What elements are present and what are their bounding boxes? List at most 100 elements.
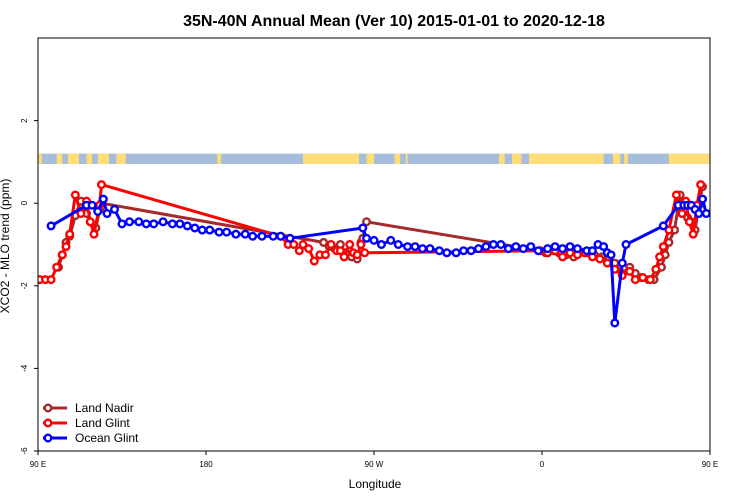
land-glint-point — [602, 258, 612, 268]
ocean-glint-point — [167, 219, 177, 229]
x-tick-label: 90 W — [365, 460, 384, 469]
land-glint-point — [664, 225, 674, 235]
ocean-glint-point — [182, 221, 192, 231]
land-segment — [528, 153, 604, 164]
land-segment — [217, 153, 221, 164]
land-segment — [512, 153, 522, 164]
ocean-glint-point — [466, 246, 476, 256]
land-glint-point — [52, 262, 62, 272]
ocean-glint-point — [376, 239, 386, 249]
ocean-glint-point — [110, 204, 120, 214]
land-glint-point — [57, 250, 67, 260]
x-tick-label: 180 — [199, 460, 213, 469]
ocean-glint-point — [658, 221, 668, 231]
ocean-glint-point — [459, 246, 469, 256]
land-glint-point — [630, 275, 640, 285]
land-glint-point — [677, 209, 687, 219]
land-nadir-point — [362, 217, 372, 227]
x-axis-label: Longitude — [349, 477, 402, 491]
ocean-glint-point — [369, 235, 379, 245]
ocean-glint-point — [735, 218, 742, 225]
land-glint-point — [339, 252, 349, 262]
legend-label-ocean-glint: Ocean Glint — [75, 431, 139, 445]
ocean-glint-point — [149, 219, 159, 229]
ocean-glint-point — [727, 218, 734, 225]
land-glint-point — [658, 242, 668, 252]
ocean-glint-point — [701, 209, 710, 219]
land-segment — [612, 153, 621, 164]
y-axis: -6 -4 -2 0 2 — [20, 118, 38, 455]
ocean-glint-point — [694, 209, 704, 219]
land-glint-point — [304, 244, 314, 254]
land-segment — [56, 153, 63, 164]
land-glint-point — [326, 239, 336, 249]
ocean-glint-point — [141, 219, 151, 229]
land-glint-point — [651, 264, 661, 274]
land-glint-point — [309, 256, 319, 266]
ocean-glint-point — [488, 239, 498, 249]
ocean-glint-point — [481, 242, 491, 252]
land-glint-point — [696, 180, 706, 190]
land-glint-point — [294, 246, 304, 256]
x-tick-label: 0 — [540, 460, 545, 469]
ocean-glint-point — [205, 225, 215, 235]
x-tick-label: 90 E — [702, 460, 718, 469]
ocean-glint-point — [46, 221, 56, 231]
land-segment — [668, 153, 710, 164]
ocean-glint-point — [393, 239, 403, 249]
ocean-glint-point — [526, 242, 536, 252]
legend-label-land-glint: Land Glint — [75, 416, 130, 430]
land-glint-point — [688, 229, 698, 239]
x-tick-label: 90 E — [30, 460, 46, 469]
ocean-glint-point — [214, 227, 224, 237]
ocean-glint-point — [451, 248, 461, 258]
land-glint-point — [671, 190, 681, 200]
ocean-glint-point — [240, 229, 250, 239]
ocean-glint-point — [610, 318, 620, 328]
land-glint-point — [638, 273, 648, 283]
ocean-glint-point — [599, 242, 609, 252]
y-axis-label: XCO2 - MLO trend (ppm) — [0, 179, 12, 314]
land-glint-point — [89, 229, 99, 239]
land-segment — [38, 153, 42, 164]
ocean-glint-point — [550, 242, 560, 252]
ocean-glint-point — [442, 248, 452, 258]
land-glint-point — [289, 239, 299, 249]
ocean-glint-point — [248, 231, 258, 241]
legend-marker-land-glint — [43, 418, 53, 428]
land-segment — [624, 153, 628, 164]
series-layer — [38, 180, 742, 328]
land-glint-point — [61, 242, 71, 252]
land-ocean-strip — [38, 153, 710, 164]
ocean-glint-point — [190, 223, 200, 233]
land-glint-point — [70, 190, 80, 200]
ocean-glint-point — [587, 246, 597, 256]
land-glint-point — [655, 252, 665, 262]
land-glint-point — [645, 275, 655, 285]
land-segment — [97, 153, 109, 164]
land-glint-point — [320, 250, 330, 260]
ocean-glint-point — [425, 244, 435, 254]
ocean-glint-point — [572, 244, 582, 254]
ocean-glint-point — [362, 233, 372, 243]
ocean-glint-line — [50, 197, 710, 325]
y-tick-label: -6 — [20, 447, 29, 455]
ocean-glint-point — [93, 206, 103, 216]
ocean-glint-point — [276, 231, 286, 241]
ocean-glint-point — [175, 219, 185, 229]
ocean-glint-point — [503, 244, 513, 254]
ocean-glint-point — [518, 244, 528, 254]
land-segment — [116, 153, 126, 164]
land-segment — [366, 153, 374, 164]
ocean-glint-point — [474, 244, 484, 254]
ocean-glint-point — [617, 258, 627, 268]
ocean-glint-point — [158, 217, 168, 227]
ocean-glint-point — [718, 221, 725, 228]
ocean-glint-point — [410, 242, 420, 252]
ocean-glint-point — [558, 244, 568, 254]
series-ocean-glint — [46, 194, 742, 328]
land-nadir-point — [319, 237, 329, 247]
ocean-glint-point — [698, 194, 708, 204]
ocean-glint-point — [124, 217, 134, 227]
ocean-glint-point — [257, 231, 267, 241]
